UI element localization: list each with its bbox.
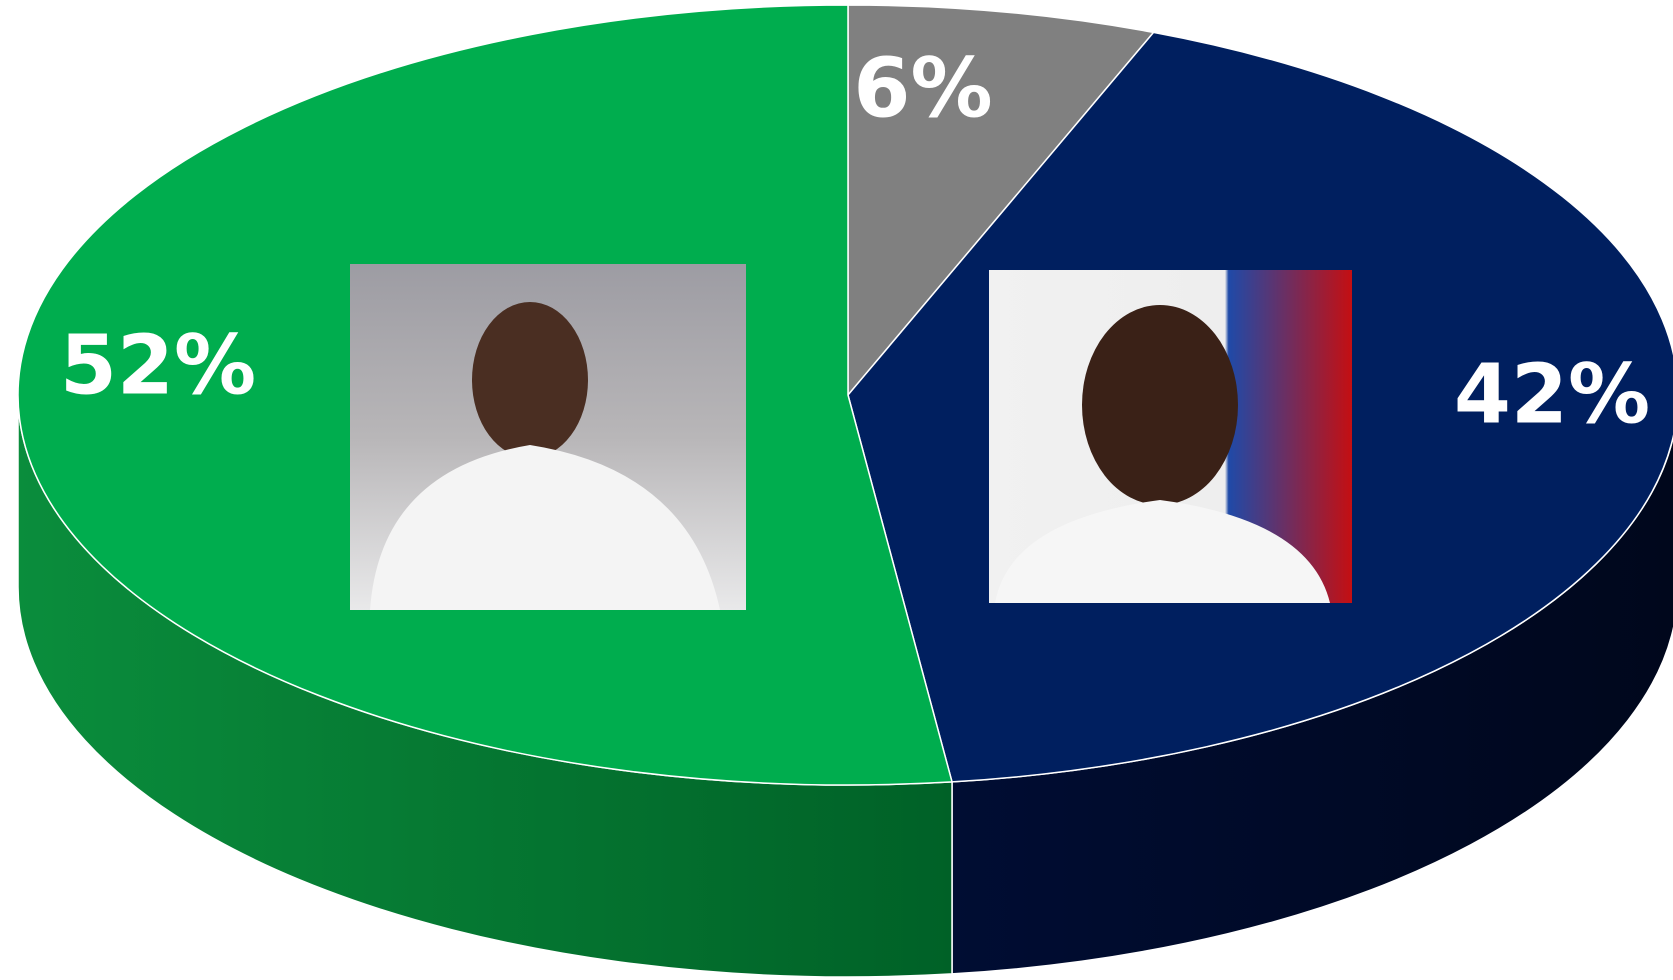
data-label: 42% bbox=[1454, 347, 1650, 442]
photo-face bbox=[472, 302, 588, 458]
photos bbox=[350, 264, 1352, 610]
photo-face bbox=[1082, 305, 1238, 505]
labels: 6% 42% 52% bbox=[60, 41, 1650, 442]
data-label: 6% bbox=[853, 41, 992, 136]
pie-slice bbox=[847, 4, 1155, 398]
data-label: 52% bbox=[60, 318, 256, 413]
photo-shirt bbox=[995, 500, 1330, 603]
pie-tops bbox=[17, 4, 1673, 786]
photo-shirt bbox=[370, 445, 720, 610]
